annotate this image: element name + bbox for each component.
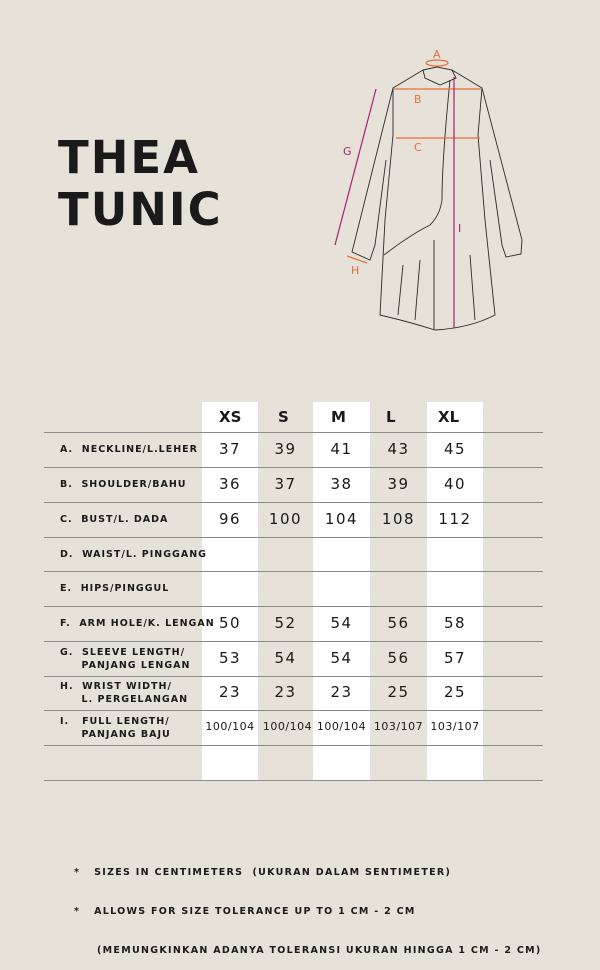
size-column-bg: [427, 402, 483, 780]
size-value: 112: [438, 509, 472, 528]
size-value: 39: [274, 439, 297, 458]
size-header: XL: [438, 408, 460, 426]
title-line-2: TUNIC: [58, 183, 223, 236]
size-header: S: [278, 408, 289, 426]
size-value: 96: [218, 509, 242, 528]
size-value: 38: [330, 474, 353, 493]
row-divider: [44, 467, 543, 468]
label-b: B: [414, 93, 422, 106]
size-value: 45: [443, 439, 467, 458]
size-value: 56: [387, 613, 410, 632]
size-column-bg: [313, 402, 370, 780]
row-label: I. FULL LENGTH/ PANJANG BAJU: [60, 715, 171, 740]
size-value: 36: [218, 474, 242, 493]
tunic-measurement-diagram: A B C G H I: [334, 48, 523, 331]
size-column-bg: [202, 402, 258, 780]
row-label: D. WAIST/L. PINGGANG: [60, 548, 207, 560]
size-value: 50: [218, 613, 242, 632]
size-value: 23: [218, 683, 242, 701]
wrist-measure-h: [346, 255, 368, 264]
label-i: I: [458, 222, 461, 235]
size-header: XS: [219, 408, 242, 426]
row-divider: [44, 432, 543, 433]
product-title: THEA TUNIC: [58, 132, 223, 236]
row-divider: [44, 710, 543, 711]
size-value: 23: [330, 683, 353, 701]
row-label: H. WRIST WIDTH/ L. PERGELANGAN: [60, 681, 189, 705]
size-value: 41: [330, 439, 353, 458]
size-value: 54: [330, 648, 353, 667]
note: * SIZES IN CENTIMETERS (UKURAN DALAM SEN…: [74, 867, 452, 878]
row-label: F. ARM HOLE/K. LENGAN: [60, 618, 215, 629]
size-value: 53: [218, 648, 242, 667]
size-value: 54: [274, 648, 297, 667]
size-value: 100/104: [205, 719, 255, 733]
row-divider: [44, 502, 543, 503]
row-divider: [44, 780, 543, 781]
size-header: L: [386, 408, 396, 426]
size-value: 100/104: [316, 719, 367, 733]
row-divider: [44, 641, 543, 642]
label-g: G: [343, 145, 352, 158]
size-header: M: [331, 408, 346, 426]
size-value: 37: [274, 474, 297, 493]
row-label: E. HIPS/PINGGUL: [60, 583, 170, 594]
label-a: A: [433, 48, 441, 61]
label-c: C: [414, 141, 422, 154]
sleeve-measure-g: [334, 88, 377, 246]
size-value: 100/104: [262, 719, 313, 733]
size-value: 40: [443, 474, 467, 493]
row-divider: [44, 676, 543, 677]
size-value: 56: [387, 648, 410, 667]
size-value: 108: [381, 509, 416, 528]
row-label: A. NECKLINE/L.LEHER: [60, 444, 198, 455]
tunic-outline: [351, 66, 523, 331]
size-value: 39: [387, 474, 410, 493]
row-divider: [44, 571, 543, 572]
size-value: 25: [443, 683, 467, 701]
size-value: 57: [443, 648, 467, 667]
size-value: 100: [268, 509, 303, 528]
row-label: C. BUST/L. DADA: [60, 514, 169, 525]
size-value: 23: [274, 683, 297, 701]
title-line-1: THEA: [58, 131, 200, 184]
label-h: H: [351, 264, 359, 277]
size-value: 54: [330, 613, 353, 632]
size-value: 43: [387, 439, 410, 458]
neckline-measure-a: [425, 59, 449, 67]
size-value: 37: [218, 439, 242, 458]
row-label: G. SLEEVE LENGTH/ PANJANG LENGAN: [60, 646, 191, 671]
note: (MEMUNGKINKAN ADANYA TOLERANSI UKURAN HI…: [74, 945, 542, 956]
size-value: 103/107: [430, 719, 480, 733]
row-divider: [44, 537, 543, 538]
footnotes: * SIZES IN CENTIMETERS (UKURAN DALAM SEN…: [74, 840, 542, 970]
size-value: 52: [274, 613, 297, 632]
size-value: 25: [387, 683, 410, 701]
row-divider: [44, 745, 543, 746]
size-value: 104: [324, 509, 359, 528]
size-value: 58: [443, 613, 467, 632]
size-value: 103/107: [373, 719, 424, 733]
row-label: B. SHOULDER/BAHU: [60, 479, 187, 490]
row-divider: [44, 606, 543, 607]
note: * ALLOWS FOR SIZE TOLERANCE UP TO 1 CM -…: [74, 906, 416, 917]
